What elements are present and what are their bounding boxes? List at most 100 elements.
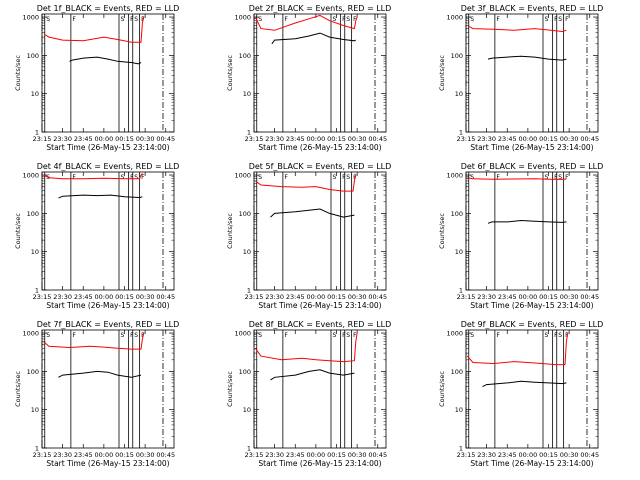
- y-tick-label: 10: [455, 406, 463, 414]
- y-tick-label: 1000: [234, 172, 251, 180]
- x-tick-label: 23:45: [498, 135, 517, 143]
- y-tick-label: 1000: [22, 172, 39, 180]
- y-axis-title: Counts/sec: [226, 55, 234, 91]
- x-tick-label: 00:15: [327, 135, 346, 143]
- event-flag-label: S: [121, 332, 125, 339]
- plot-frame: [465, 329, 599, 449]
- event-flag-label: S: [346, 16, 350, 23]
- chart-title: Det 8f_BLACK = Events, RED = LLD: [249, 320, 392, 329]
- x-tick-label: 23:30: [477, 293, 496, 301]
- x-tick-label: 00:30: [136, 451, 155, 459]
- event-flag-label: F: [353, 332, 357, 339]
- x-axis-title: Start Time (26-May-15 23:14:00): [258, 459, 381, 468]
- x-tick-label: 23:45: [74, 135, 93, 143]
- x-tick-label: 23:30: [53, 293, 72, 301]
- y-tick-label: 10: [31, 90, 39, 98]
- y-tick-label: 100: [239, 210, 251, 218]
- event-flag-label: S: [46, 332, 50, 339]
- event-flag-label: S: [545, 332, 549, 339]
- event-flag-label: F: [72, 16, 76, 23]
- event-flag-label: F: [342, 332, 346, 339]
- y-tick-label: 1: [35, 129, 39, 137]
- plot-frame: [253, 13, 387, 133]
- x-axis-title: Start Time (26-May-15 23:14:00): [470, 143, 593, 152]
- x-axis-title: Start Time (26-May-15 23:14:00): [46, 143, 169, 152]
- event-flag-label: S: [470, 332, 474, 339]
- x-axis-title: Start Time (26-May-15 23:14:00): [258, 301, 381, 310]
- y-tick-label: 1000: [446, 14, 463, 22]
- x-tick-label: 00:30: [348, 293, 367, 301]
- x-tick-label: 23:45: [498, 293, 517, 301]
- y-tick-label: 1000: [446, 330, 463, 338]
- x-tick-label: 00:15: [327, 293, 346, 301]
- y-tick-label: 100: [27, 52, 39, 60]
- lld-series-line: [467, 25, 567, 33]
- x-tick-label: 23:15: [245, 293, 264, 301]
- plot-frame: [465, 171, 599, 291]
- event-flag-label: S: [258, 16, 262, 23]
- y-axis-title: Counts/sec: [438, 55, 446, 91]
- y-tick-label: 1000: [446, 172, 463, 180]
- x-tick-label: 00:00: [307, 451, 326, 459]
- y-tick-label: 1000: [234, 14, 251, 22]
- event-flag-label: S: [121, 16, 125, 23]
- x-tick-label: 00:30: [348, 135, 367, 143]
- x-tick-label: 23:30: [477, 135, 496, 143]
- event-flag-label: S: [134, 332, 138, 339]
- event-flag-label: S: [134, 174, 138, 181]
- event-flag-label: S: [545, 174, 549, 181]
- event-flag-label: F: [284, 174, 288, 181]
- chart-title: Det 1f_BLACK = Events, RED = LLD: [37, 4, 180, 13]
- y-tick-label: 1: [247, 287, 251, 295]
- event-flag-label: S: [46, 16, 50, 23]
- x-axis-title: Start Time (26-May-15 23:14:00): [46, 459, 169, 468]
- x-tick-label: 23:45: [498, 451, 517, 459]
- event-flag-label: F: [130, 174, 134, 181]
- chart-title: Det 4f_BLACK = Events, RED = LLD: [37, 162, 180, 171]
- x-tick-label: 23:15: [33, 135, 52, 143]
- x-tick-label: 00:30: [136, 135, 155, 143]
- x-tick-label: 00:45: [580, 293, 599, 301]
- x-tick-label: 00:15: [115, 293, 134, 301]
- x-tick-label: 23:30: [477, 451, 496, 459]
- chart-title: Det 3f_BLACK = Events, RED = LLD: [461, 4, 604, 13]
- chart-title: Det 7f_BLACK = Events, RED = LLD: [37, 320, 180, 329]
- x-tick-label: 00:15: [539, 451, 558, 459]
- x-tick-label: 23:30: [265, 293, 284, 301]
- event-flag-label: S: [346, 332, 350, 339]
- x-tick-label: 23:45: [74, 451, 93, 459]
- event-flag-label: F: [284, 16, 288, 23]
- chart-title: Det 9f_BLACK = Events, RED = LLD: [461, 320, 604, 329]
- x-tick-label: 23:45: [286, 293, 305, 301]
- x-tick-label: 23:30: [53, 135, 72, 143]
- events-series-line: [270, 208, 355, 218]
- lld-series-line: [44, 16, 145, 43]
- y-tick-label: 1: [35, 287, 39, 295]
- events-series-line: [487, 55, 567, 61]
- event-flag-label: S: [121, 174, 125, 181]
- x-tick-label: 23:15: [245, 135, 264, 143]
- event-flag-label: S: [558, 174, 562, 181]
- x-tick-label: 00:45: [368, 293, 387, 301]
- x-tick-label: 00:45: [580, 451, 599, 459]
- x-tick-label: 00:00: [95, 451, 114, 459]
- x-tick-label: 00:15: [539, 293, 558, 301]
- event-flag-label: F: [342, 174, 346, 181]
- event-flag-label: S: [470, 16, 474, 23]
- x-tick-label: 00:15: [327, 451, 346, 459]
- y-tick-label: 1: [459, 287, 463, 295]
- x-tick-label: 00:00: [95, 293, 114, 301]
- event-flag-label: S: [333, 16, 337, 23]
- x-tick-label: 00:30: [560, 135, 579, 143]
- event-flag-label: F: [496, 332, 500, 339]
- lld-series-line: [255, 174, 357, 192]
- y-tick-label: 100: [451, 368, 463, 376]
- x-tick-label: 00:45: [156, 293, 175, 301]
- x-tick-label: 00:00: [519, 293, 538, 301]
- x-tick-label: 00:45: [156, 135, 175, 143]
- x-tick-label: 00:30: [348, 451, 367, 459]
- y-tick-label: 1: [35, 445, 39, 453]
